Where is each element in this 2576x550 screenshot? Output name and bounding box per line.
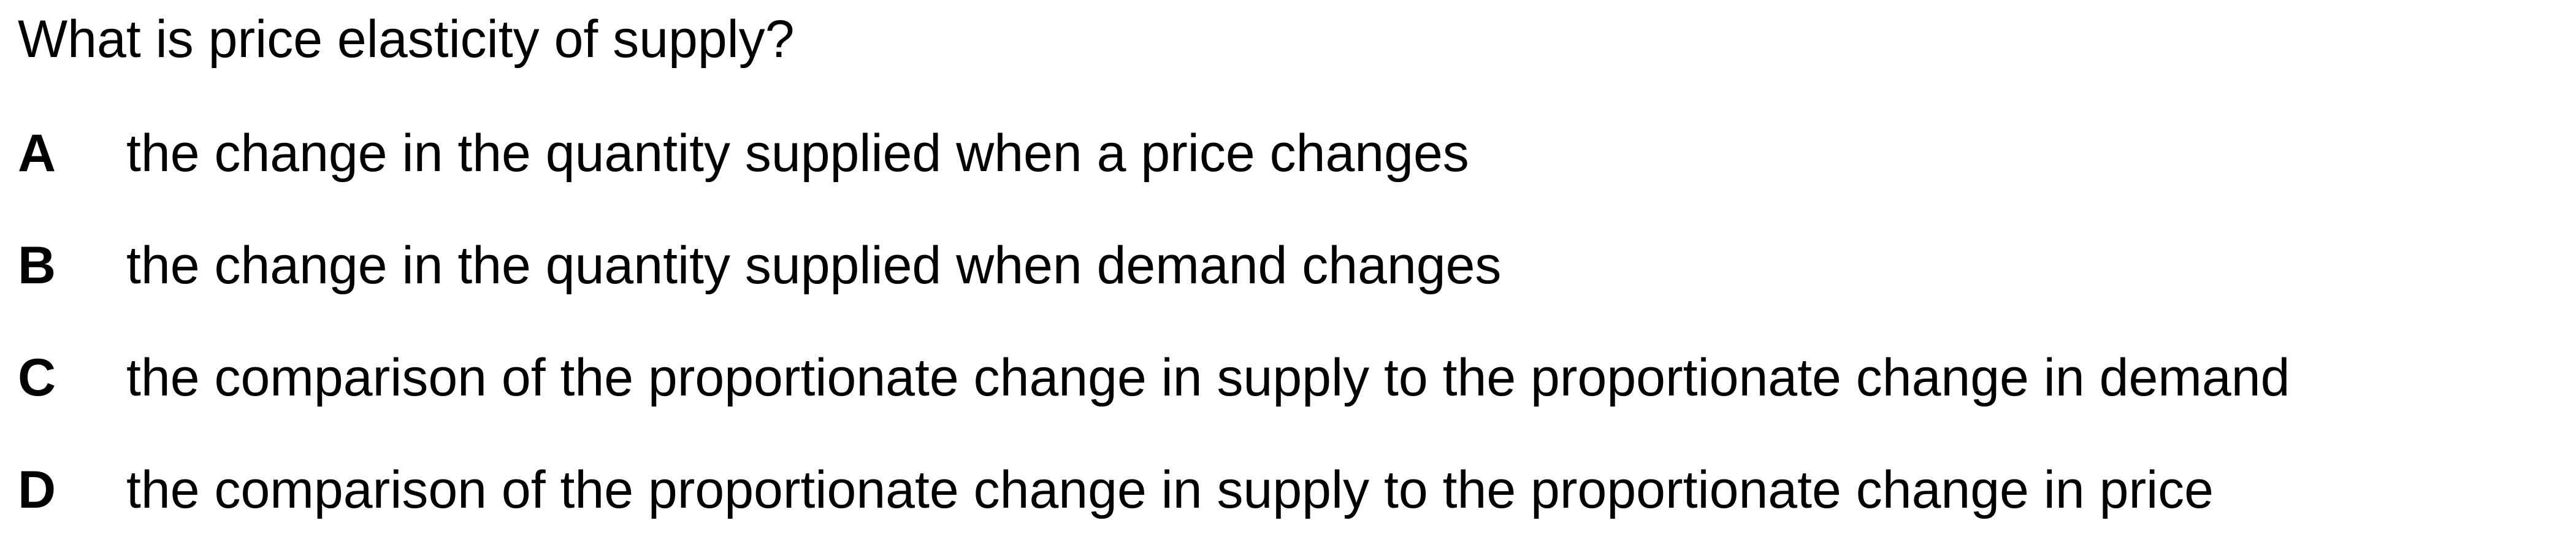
option-a[interactable]: A the change in the quantity supplied wh…: [18, 123, 2563, 184]
option-d[interactable]: D the comparison of the proportionate ch…: [18, 459, 2563, 521]
option-text: the change in the quantity supplied when…: [126, 236, 1502, 295]
option-letter: B: [18, 236, 56, 295]
option-text: the change in the quantity supplied when…: [126, 124, 1469, 183]
option-text: the comparison of the proportionate chan…: [126, 348, 2290, 407]
answer-options: A the change in the quantity supplied wh…: [18, 123, 2563, 521]
option-letter: A: [18, 124, 56, 183]
option-letter: D: [18, 460, 56, 519]
question-text: What is price elasticity of supply?: [18, 10, 795, 69]
option-c[interactable]: C the comparison of the proportionate ch…: [18, 347, 2563, 408]
option-b[interactable]: B the change in the quantity supplied wh…: [18, 235, 2563, 296]
option-letter: C: [18, 348, 56, 407]
option-text: the comparison of the proportionate chan…: [126, 460, 2214, 519]
